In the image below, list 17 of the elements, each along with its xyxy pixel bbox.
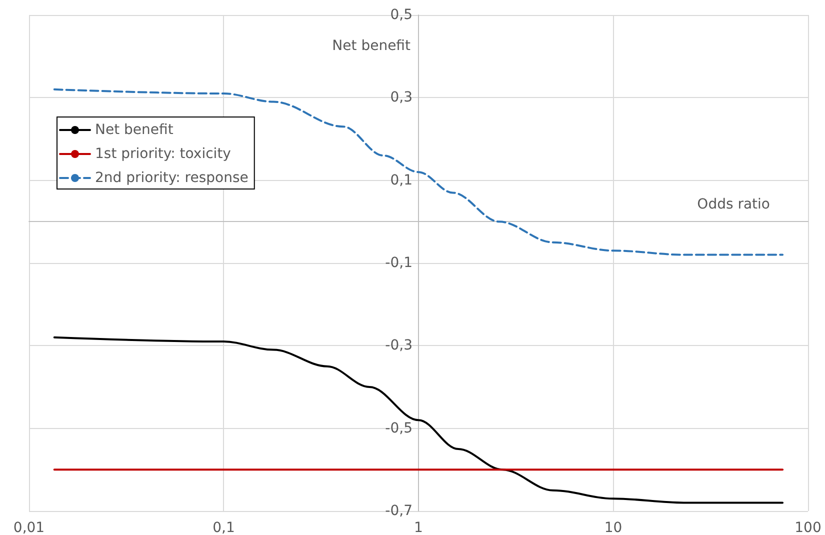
legend-label: 1st priority: toxicity <box>95 146 231 162</box>
y-tick-label: -0,3 <box>385 338 412 354</box>
x-axis-title: Odds ratio <box>697 196 770 213</box>
x-tick-label: 100 <box>794 520 822 535</box>
x-tick-label: 1 <box>414 520 423 535</box>
y-tick-label: -0,7 <box>385 503 412 519</box>
legend-label: 2nd priority: response <box>95 170 248 186</box>
y-tick-label: -0,1 <box>385 255 412 271</box>
x-tick-label: 10 <box>604 520 622 535</box>
legend-label: Net benefit <box>95 122 174 138</box>
y-tick-label: -0,5 <box>385 420 412 436</box>
y-tick-label: 0,5 <box>390 7 412 23</box>
x-tick-label: 0,01 <box>13 520 45 535</box>
y-tick-label: 0,3 <box>390 90 412 106</box>
y-tick-label: 0,1 <box>390 172 412 188</box>
y-axis-title: Net benefit <box>332 38 411 54</box>
x-tick-label: 0,1 <box>212 520 235 535</box>
